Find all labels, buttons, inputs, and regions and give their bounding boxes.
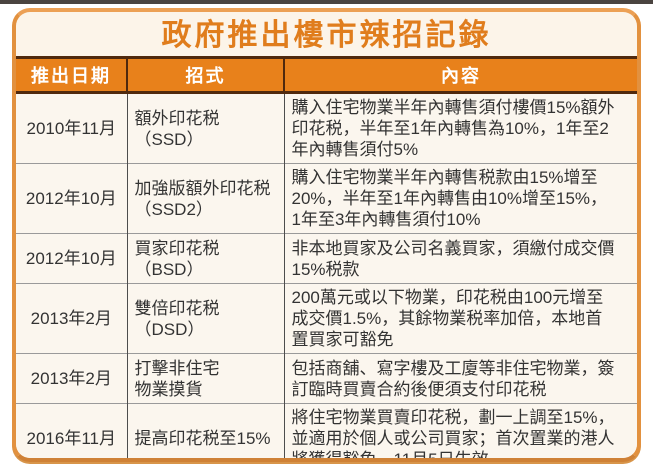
cell-date: 2016年11月: [16, 403, 127, 458]
cell-content: 將住宅物業買賣印花税，劃一上調至15%， 並適用於個人或公司買家；首次置業的港人…: [283, 403, 637, 458]
header-row: 推出日期 招式 內容: [16, 56, 637, 94]
cell-date: 2010年11月: [16, 92, 127, 164]
cell-measure: 買家印花税 （BSD）: [126, 233, 284, 284]
cell-measure: 打擊非住宅 物業摸貨: [126, 353, 284, 404]
cell-date: 2012年10月: [16, 163, 127, 234]
cell-measure: 提高印花税至15%: [126, 403, 284, 458]
col-header-content: 內容: [283, 56, 637, 94]
table-row: 2012年10月 買家印花税 （BSD） 非本地買家及公司名義買家，須繳付成交價…: [16, 233, 637, 284]
table-row: 2012年10月 加強版額外印花税 （SSD2） 購入住宅物業半年內轉售税款由1…: [16, 163, 637, 234]
col-header-measure: 招式: [126, 56, 284, 94]
screenshot-top-edge: [0, 0, 653, 4]
cell-measure: 額外印花税 （SSD）: [126, 92, 284, 164]
cell-measure: 雙倍印花税 （DSD）: [126, 283, 284, 354]
cell-content: 200萬元或以下物業，印花税由100元增至 成交價1.5%，其餘物業税率加倍，本…: [283, 283, 637, 354]
cell-content: 購入住宅物業半年內轉售須付樓價15%額外 印花税，半年至1年內轉售為10%，1年…: [283, 92, 637, 164]
cell-date: 2013年2月: [16, 283, 127, 354]
property-measures-panel: 政府推出樓市辣招記錄 推出日期 招式 內容 2010年11月 額外印花税 （SS…: [12, 8, 641, 462]
cell-date: 2013年2月: [16, 353, 127, 404]
table-row: 2013年2月 打擊非住宅 物業摸貨 包括商舖、寫字樓及工廈等非住宅物業，簽 訂…: [16, 353, 637, 404]
measures-table: 推出日期 招式 內容 2010年11月 額外印花税 （SSD） 購入住宅物業半年…: [16, 56, 637, 458]
cell-content: 包括商舖、寫字樓及工廈等非住宅物業，簽 訂臨時買賣合約後便須支付印花税: [283, 353, 637, 404]
cell-content: 購入住宅物業半年內轉售税款由15%增至 20%，半年至1年內轉售由10%增至15…: [283, 163, 637, 234]
page-title: 政府推出樓市辣招記錄: [161, 19, 492, 52]
table-row: 2010年11月 額外印花税 （SSD） 購入住宅物業半年內轉售須付樓價15%額…: [16, 92, 637, 164]
table-row: 2013年2月 雙倍印花税 （DSD） 200萬元或以下物業，印花税由100元增…: [16, 283, 637, 354]
cell-measure: 加強版額外印花税 （SSD2）: [126, 163, 284, 234]
cell-date: 2012年10月: [16, 233, 127, 284]
table-row: 2016年11月 提高印花税至15% 將住宅物業買賣印花税，劃一上調至15%， …: [16, 403, 637, 458]
cell-content: 非本地買家及公司名義買家，須繳付成交價 15%税款: [283, 233, 637, 284]
col-header-launch-date: 推出日期: [16, 56, 127, 94]
